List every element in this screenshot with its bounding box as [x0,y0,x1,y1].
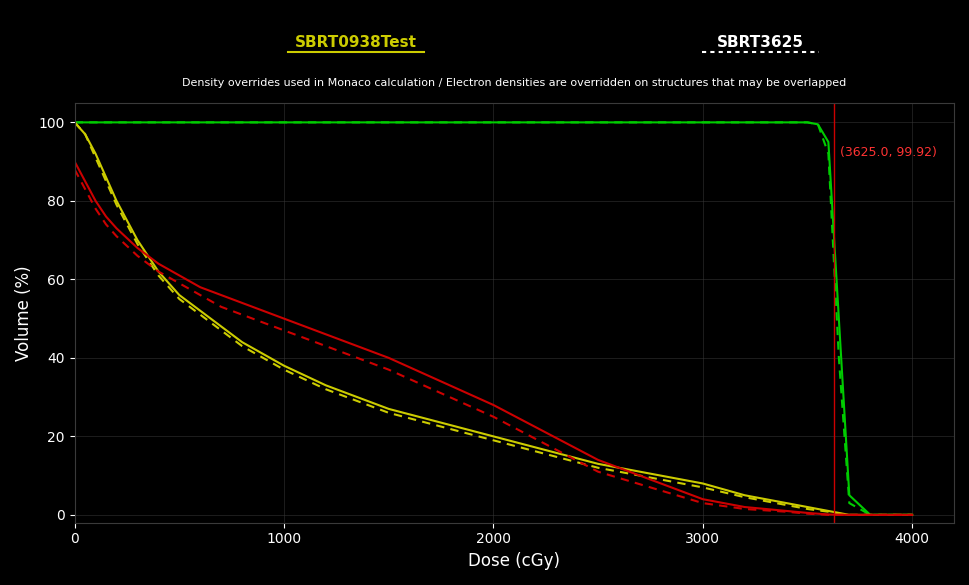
Text: SBRT3625: SBRT3625 [717,35,804,50]
Text: (3625.0, 99.92): (3625.0, 99.92) [840,146,937,159]
Text: SBRT0938Test: SBRT0938Test [295,35,417,50]
Y-axis label: Volume (%): Volume (%) [15,265,33,360]
X-axis label: Dose (cGy): Dose (cGy) [468,552,560,570]
Text: Density overrides used in Monaco calculation / Electron densities are overridden: Density overrides used in Monaco calcula… [182,78,847,88]
